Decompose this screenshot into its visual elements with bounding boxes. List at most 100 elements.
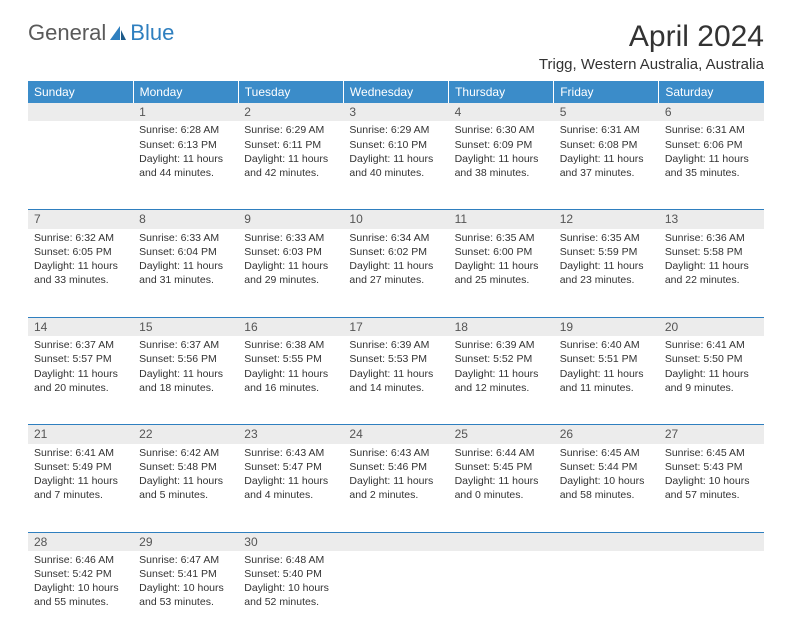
calendar-cell: Sunrise: 6:30 AMSunset: 6:09 PMDaylight:… xyxy=(449,121,554,210)
day-number: 27 xyxy=(659,425,764,444)
calendar-cell: Sunrise: 6:36 AMSunset: 5:58 PMDaylight:… xyxy=(659,229,764,318)
daylight-text: Daylight: 11 hours and 35 minutes. xyxy=(665,152,758,180)
calendar-cell: Sunrise: 6:38 AMSunset: 5:55 PMDaylight:… xyxy=(238,336,343,425)
sunrise-text: Sunrise: 6:32 AM xyxy=(34,231,127,245)
sunset-text: Sunset: 5:42 PM xyxy=(34,567,127,581)
day-number: 21 xyxy=(28,425,133,444)
calendar-cell xyxy=(449,551,554,639)
day-number: 29 xyxy=(133,532,238,551)
sunset-text: Sunset: 5:45 PM xyxy=(455,460,548,474)
day-number: 12 xyxy=(554,210,659,229)
sunrise-text: Sunrise: 6:29 AM xyxy=(244,123,337,137)
daylight-text: Daylight: 11 hours and 12 minutes. xyxy=(455,367,548,395)
day-header: Wednesday xyxy=(343,81,448,103)
sunrise-text: Sunrise: 6:36 AM xyxy=(665,231,758,245)
sunset-text: Sunset: 5:41 PM xyxy=(139,567,232,581)
sunset-text: Sunset: 5:51 PM xyxy=(560,352,653,366)
day-number-row: 123456 xyxy=(28,103,764,121)
sunset-text: Sunset: 6:00 PM xyxy=(455,245,548,259)
day-number: 23 xyxy=(238,425,343,444)
sunset-text: Sunset: 6:08 PM xyxy=(560,138,653,152)
day-header: Thursday xyxy=(449,81,554,103)
sunrise-text: Sunrise: 6:45 AM xyxy=(560,446,653,460)
day-number xyxy=(659,532,764,551)
sunrise-text: Sunrise: 6:44 AM xyxy=(455,446,548,460)
logo-text-1: General xyxy=(28,20,106,46)
calendar-cell: Sunrise: 6:29 AMSunset: 6:11 PMDaylight:… xyxy=(238,121,343,210)
calendar-cell: Sunrise: 6:41 AMSunset: 5:50 PMDaylight:… xyxy=(659,336,764,425)
page-title: April 2024 xyxy=(539,20,764,54)
day-number: 26 xyxy=(554,425,659,444)
day-number: 15 xyxy=(133,317,238,336)
day-number: 16 xyxy=(238,317,343,336)
day-number: 9 xyxy=(238,210,343,229)
day-number xyxy=(449,532,554,551)
daylight-text: Daylight: 11 hours and 44 minutes. xyxy=(139,152,232,180)
sunset-text: Sunset: 5:43 PM xyxy=(665,460,758,474)
day-header: Saturday xyxy=(659,81,764,103)
sunrise-text: Sunrise: 6:29 AM xyxy=(349,123,442,137)
day-number-row: 21222324252627 xyxy=(28,425,764,444)
calendar-week-row: Sunrise: 6:37 AMSunset: 5:57 PMDaylight:… xyxy=(28,336,764,425)
sunset-text: Sunset: 6:09 PM xyxy=(455,138,548,152)
sunrise-text: Sunrise: 6:37 AM xyxy=(34,338,127,352)
sunrise-text: Sunrise: 6:43 AM xyxy=(244,446,337,460)
sunset-text: Sunset: 5:52 PM xyxy=(455,352,548,366)
sunrise-text: Sunrise: 6:34 AM xyxy=(349,231,442,245)
day-number: 19 xyxy=(554,317,659,336)
calendar-cell: Sunrise: 6:29 AMSunset: 6:10 PMDaylight:… xyxy=(343,121,448,210)
sunset-text: Sunset: 5:49 PM xyxy=(34,460,127,474)
calendar-week-row: Sunrise: 6:28 AMSunset: 6:13 PMDaylight:… xyxy=(28,121,764,210)
sunrise-text: Sunrise: 6:46 AM xyxy=(34,553,127,567)
sunset-text: Sunset: 5:59 PM xyxy=(560,245,653,259)
calendar-cell: Sunrise: 6:39 AMSunset: 5:52 PMDaylight:… xyxy=(449,336,554,425)
sunrise-text: Sunrise: 6:35 AM xyxy=(455,231,548,245)
sunrise-text: Sunrise: 6:43 AM xyxy=(349,446,442,460)
day-number: 20 xyxy=(659,317,764,336)
calendar-cell: Sunrise: 6:31 AMSunset: 6:06 PMDaylight:… xyxy=(659,121,764,210)
daylight-text: Daylight: 11 hours and 0 minutes. xyxy=(455,474,548,502)
calendar-cell: Sunrise: 6:40 AMSunset: 5:51 PMDaylight:… xyxy=(554,336,659,425)
calendar-cell: Sunrise: 6:42 AMSunset: 5:48 PMDaylight:… xyxy=(133,444,238,533)
calendar-cell: Sunrise: 6:39 AMSunset: 5:53 PMDaylight:… xyxy=(343,336,448,425)
logo: General Blue xyxy=(28,20,174,46)
sunset-text: Sunset: 6:06 PM xyxy=(665,138,758,152)
calendar-cell: Sunrise: 6:47 AMSunset: 5:41 PMDaylight:… xyxy=(133,551,238,639)
sunrise-text: Sunrise: 6:42 AM xyxy=(139,446,232,460)
day-number: 13 xyxy=(659,210,764,229)
calendar-cell: Sunrise: 6:31 AMSunset: 6:08 PMDaylight:… xyxy=(554,121,659,210)
day-header: Sunday xyxy=(28,81,133,103)
day-number: 11 xyxy=(449,210,554,229)
sunrise-text: Sunrise: 6:45 AM xyxy=(665,446,758,460)
sunset-text: Sunset: 5:46 PM xyxy=(349,460,442,474)
calendar-cell: Sunrise: 6:45 AMSunset: 5:43 PMDaylight:… xyxy=(659,444,764,533)
daylight-text: Daylight: 11 hours and 14 minutes. xyxy=(349,367,442,395)
calendar-cell: Sunrise: 6:43 AMSunset: 5:46 PMDaylight:… xyxy=(343,444,448,533)
daylight-text: Daylight: 11 hours and 7 minutes. xyxy=(34,474,127,502)
day-number-row: 282930 xyxy=(28,532,764,551)
day-number: 10 xyxy=(343,210,448,229)
calendar-cell: Sunrise: 6:33 AMSunset: 6:04 PMDaylight:… xyxy=(133,229,238,318)
day-number-row: 14151617181920 xyxy=(28,317,764,336)
sunrise-text: Sunrise: 6:39 AM xyxy=(455,338,548,352)
day-number: 24 xyxy=(343,425,448,444)
sunset-text: Sunset: 5:53 PM xyxy=(349,352,442,366)
sunrise-text: Sunrise: 6:48 AM xyxy=(244,553,337,567)
calendar-cell: Sunrise: 6:45 AMSunset: 5:44 PMDaylight:… xyxy=(554,444,659,533)
day-number: 14 xyxy=(28,317,133,336)
sunset-text: Sunset: 5:44 PM xyxy=(560,460,653,474)
calendar-cell: Sunrise: 6:33 AMSunset: 6:03 PMDaylight:… xyxy=(238,229,343,318)
daylight-text: Daylight: 10 hours and 57 minutes. xyxy=(665,474,758,502)
day-header: Tuesday xyxy=(238,81,343,103)
logo-text-2: Blue xyxy=(130,20,174,46)
daylight-text: Daylight: 11 hours and 20 minutes. xyxy=(34,367,127,395)
day-number: 22 xyxy=(133,425,238,444)
sunset-text: Sunset: 5:48 PM xyxy=(139,460,232,474)
calendar-cell xyxy=(554,551,659,639)
calendar-cell: Sunrise: 6:46 AMSunset: 5:42 PMDaylight:… xyxy=(28,551,133,639)
sunrise-text: Sunrise: 6:33 AM xyxy=(244,231,337,245)
daylight-text: Daylight: 11 hours and 29 minutes. xyxy=(244,259,337,287)
day-number: 30 xyxy=(238,532,343,551)
day-number: 7 xyxy=(28,210,133,229)
sunset-text: Sunset: 6:11 PM xyxy=(244,138,337,152)
